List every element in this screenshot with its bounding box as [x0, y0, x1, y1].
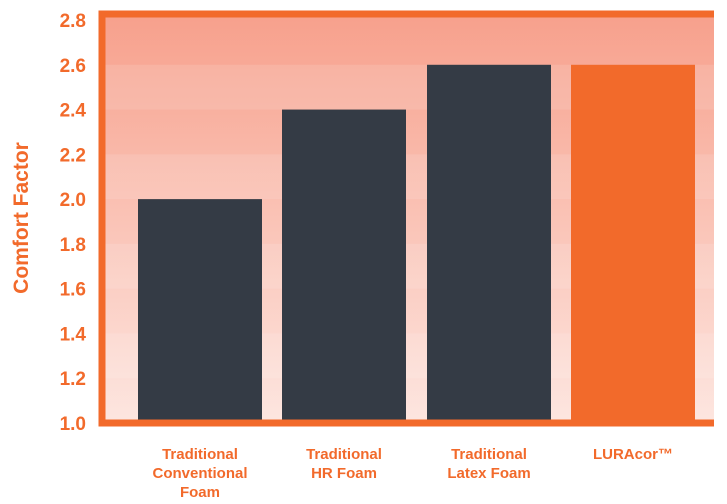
y-tick-label: 1.8 — [60, 235, 86, 256]
x-category-label-line: Latex Foam — [447, 465, 530, 482]
x-category-label-line: LURAcor™ — [593, 446, 673, 463]
y-tick-label: 2.4 — [60, 101, 87, 122]
y-axis-label: Comfort Factor — [10, 142, 33, 294]
plot-frame — [98, 10, 714, 427]
y-tick-label: 2.8 — [60, 11, 86, 32]
x-category-label: LURAcor™ — [593, 446, 673, 463]
x-category-label-line: Conventional — [152, 465, 247, 482]
y-tick-label: 1.0 — [60, 414, 86, 435]
y-tick-label: 1.4 — [60, 324, 87, 345]
y-tick-label: 2.6 — [60, 56, 86, 77]
x-category-label-line: Traditional — [451, 446, 527, 463]
bar-4 — [571, 64, 695, 424]
x-category-label: Traditional Latex Foam — [447, 446, 530, 482]
y-tick-label: 1.6 — [60, 280, 86, 301]
y-tick-label: 1.2 — [60, 369, 86, 390]
bar-3 — [427, 64, 551, 424]
x-category-label: Traditional HR Foam — [306, 446, 382, 482]
y-tick-label: 2.0 — [60, 190, 86, 211]
bar-1 — [138, 199, 262, 423]
bars — [138, 64, 695, 424]
x-category-label-line: HR Foam — [311, 465, 377, 482]
x-category-label-line: Traditional — [162, 446, 238, 463]
bar-2 — [282, 109, 406, 424]
y-tick-labels: 1.0 1.2 1.4 1.6 1.8 2.0 2.2 2.4 2.6 2.8 — [60, 11, 87, 435]
y-tick-label: 2.2 — [60, 145, 86, 166]
x-category-labels: Traditional Conventional Foam Traditional HR… — [152, 446, 673, 501]
x-category-label-line: Traditional — [306, 446, 382, 463]
x-category-label-line: Foam — [180, 484, 220, 501]
x-category-label: Traditional Conventional Foam — [152, 446, 247, 501]
